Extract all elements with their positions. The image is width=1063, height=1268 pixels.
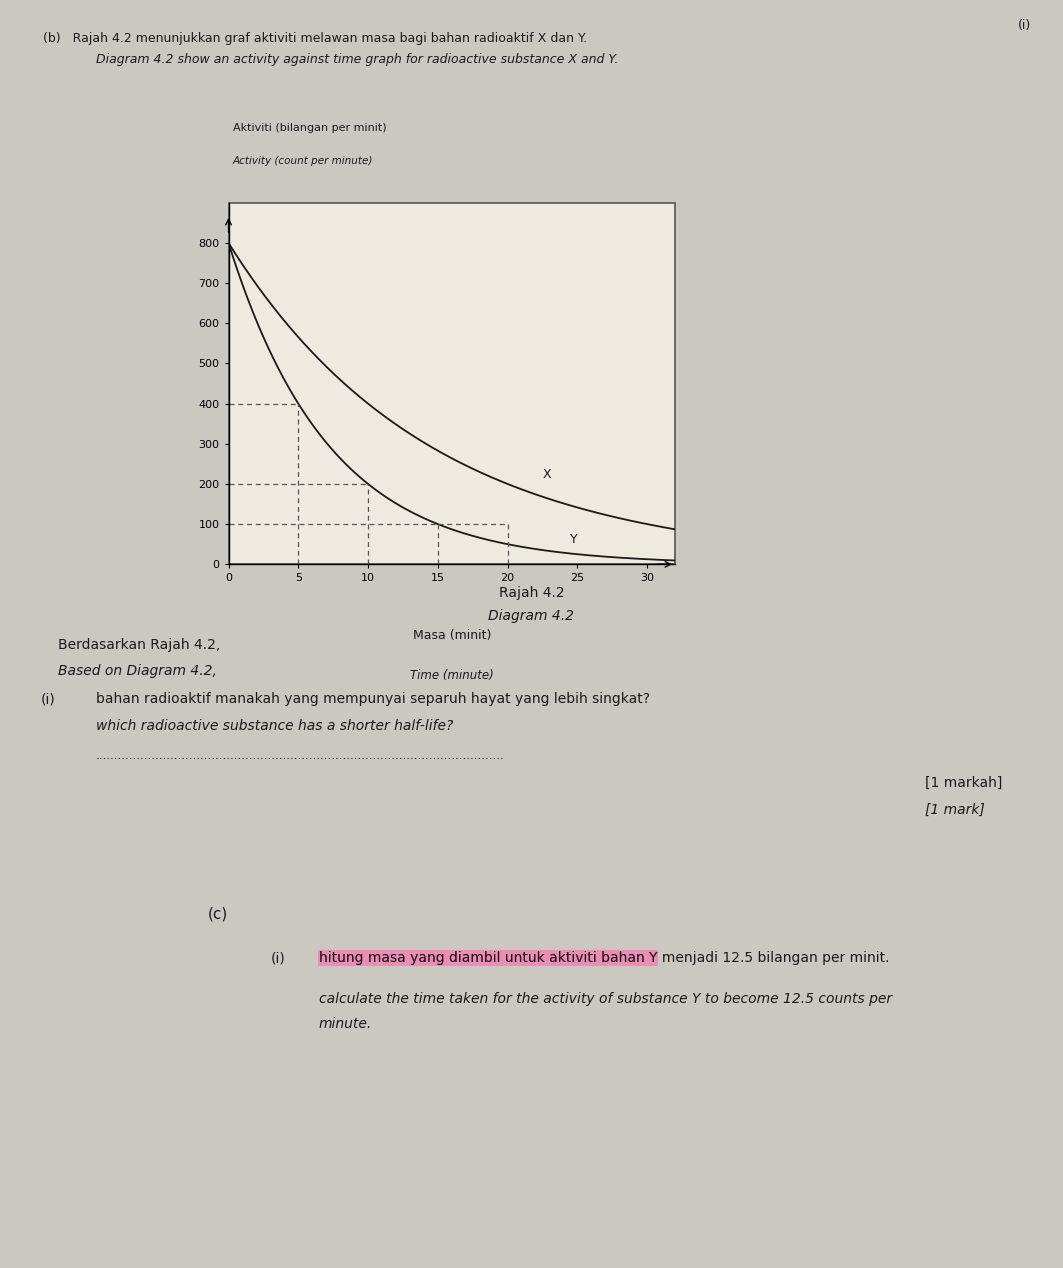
Text: [1 markah]: [1 markah] — [925, 776, 1002, 790]
Text: [1 mark]: [1 mark] — [925, 803, 984, 817]
Text: Aktiviti (bilangan per minit): Aktiviti (bilangan per minit) — [233, 123, 387, 133]
Bar — [229, 203, 675, 564]
Text: (c): (c) — [207, 907, 227, 922]
Text: Time (minute): Time (minute) — [410, 670, 493, 682]
Text: X: X — [542, 468, 551, 481]
Text: Diagram 4.2: Diagram 4.2 — [489, 609, 574, 623]
Text: ................................................................................: ........................................… — [96, 749, 505, 762]
Text: Rajah 4.2: Rajah 4.2 — [499, 586, 564, 600]
Text: minute.: minute. — [319, 1017, 372, 1031]
Text: (i): (i) — [271, 951, 286, 965]
Text: bahan radioaktif manakah yang mempunyai separuh hayat yang lebih singkat?: bahan radioaktif manakah yang mempunyai … — [96, 692, 649, 706]
Text: hitung masa yang diambil untuk aktiviti bahan Y menjadi 12.5 bilangan per minit.: hitung masa yang diambil untuk aktiviti … — [319, 951, 890, 965]
Text: hitung masa yang diambil untuk aktiviti bahan Y: hitung masa yang diambil untuk aktiviti … — [319, 951, 657, 965]
Text: calculate the time taken for the activity of substance Y to become 12.5 counts p: calculate the time taken for the activit… — [319, 992, 892, 1006]
Text: Diagram 4.2 show an activity against time graph for radioactive substance X and : Diagram 4.2 show an activity against tim… — [96, 53, 618, 66]
Text: Y: Y — [571, 534, 578, 547]
Text: (b)   Rajah 4.2 menunjukkan graf aktiviti melawan masa bagi bahan radioaktif X d: (b) Rajah 4.2 menunjukkan graf aktiviti … — [43, 32, 587, 44]
Text: which radioactive substance has a shorter half-life?: which radioactive substance has a shorte… — [96, 719, 453, 733]
Text: Based on Diagram 4.2,: Based on Diagram 4.2, — [58, 664, 217, 678]
Text: (i): (i) — [40, 692, 55, 706]
Text: Berdasarkan Rajah 4.2,: Berdasarkan Rajah 4.2, — [58, 638, 221, 652]
Text: (i): (i) — [1018, 19, 1031, 32]
Text: Masa (minit): Masa (minit) — [412, 629, 491, 643]
Text: Activity (count per minute): Activity (count per minute) — [233, 156, 373, 166]
